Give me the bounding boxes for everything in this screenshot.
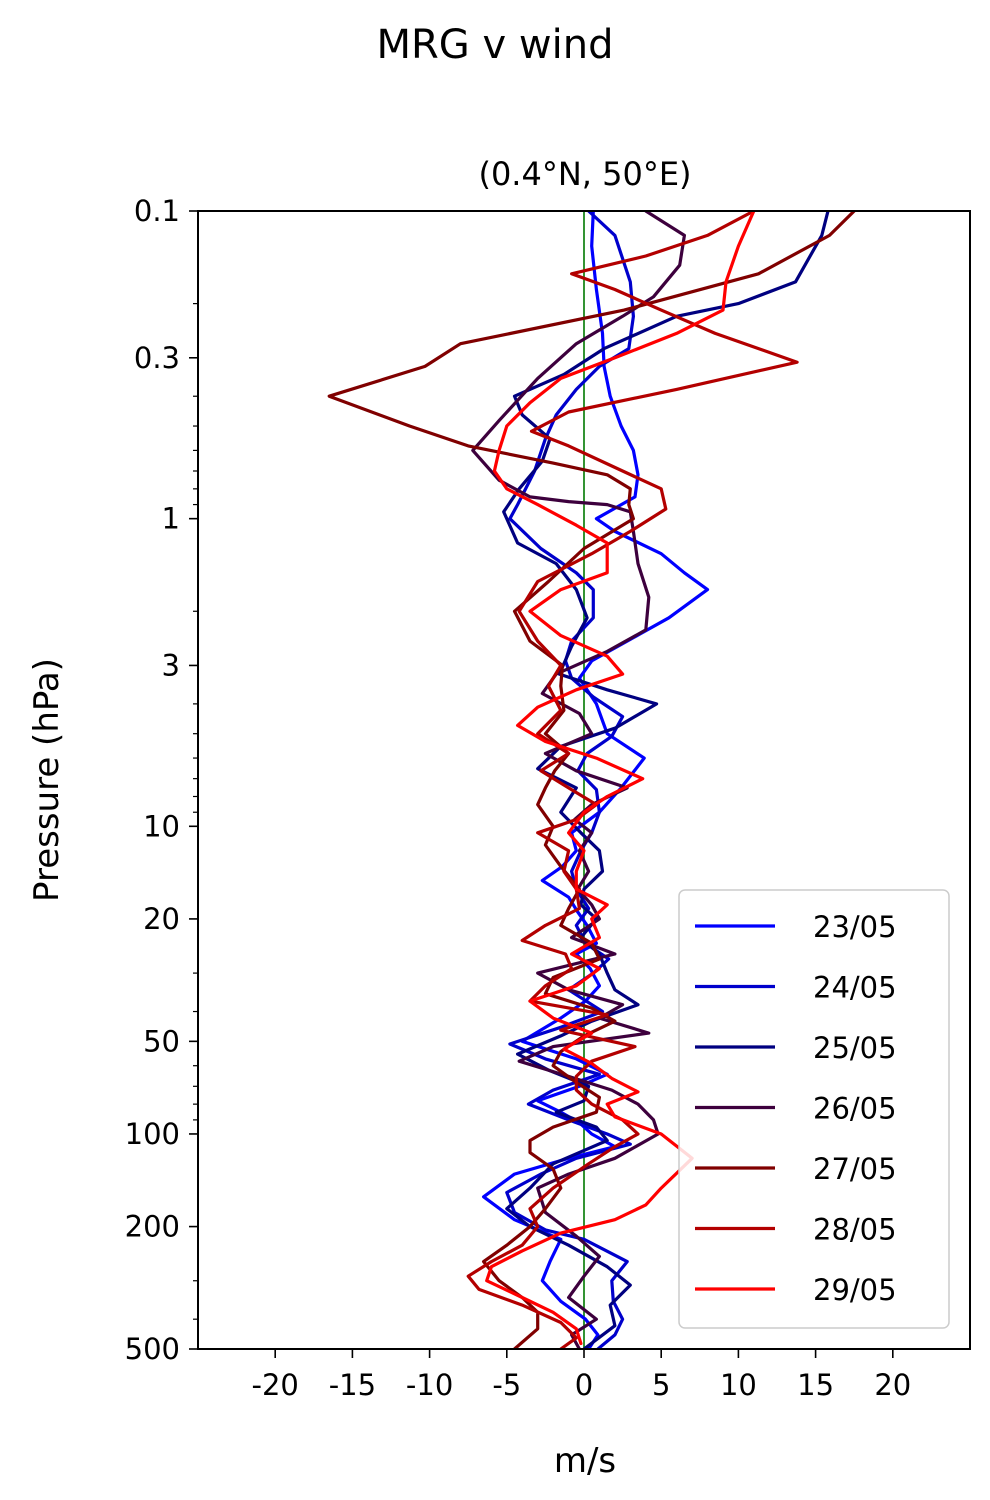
series-line-26-05 [471,211,686,1349]
x-tick-label: 10 [720,1368,757,1402]
legend-label: 28/05 [813,1213,897,1247]
legend-label: 25/05 [813,1031,897,1065]
legend-label: 26/05 [813,1092,897,1126]
x-tick-label: 20 [874,1368,911,1402]
y-tick-label: 1 [162,502,180,536]
series-line-28-05 [466,211,799,1349]
figure-title: MRG v wind [376,22,614,68]
x-tick-label: 0 [575,1368,593,1402]
y-tick-label: 100 [125,1117,180,1151]
series-line-25-05 [502,211,830,1349]
y-tick-label: 500 [125,1332,180,1366]
legend-label: 29/05 [813,1273,897,1307]
x-tick-label: 5 [652,1368,670,1402]
series-line-23-05 [482,211,710,1349]
y-tick-label: 0.1 [134,194,180,228]
x-tick-label: -10 [406,1368,453,1402]
series-line-29-05 [485,211,756,1346]
y-tick-label: 200 [125,1210,180,1244]
x-tick-label: -5 [492,1368,521,1402]
x-tick-label: 15 [797,1368,834,1402]
x-tick-label: -20 [252,1368,299,1402]
y-tick-label: 20 [143,902,180,936]
legend: 23/05 24/05 25/05 26/05 27/05 28/05 29/05 [678,889,950,1329]
y-tick-label: 3 [162,648,180,682]
legend-box [678,889,950,1329]
legend-label: 27/05 [813,1152,897,1186]
x-axis-label: m/s [554,1441,616,1481]
y-tick-label: 10 [143,809,180,843]
y-axis-label: Pressure (hPa) [27,658,67,902]
x-tick-label: -15 [329,1368,376,1402]
legend-label: 23/05 [813,910,897,944]
legend-label: 24/05 [813,971,897,1005]
y-tick-label: 0.3 [134,341,180,375]
y-tick-label: 50 [143,1024,180,1058]
chart-title: (0.4°N, 50°E) [478,155,691,193]
